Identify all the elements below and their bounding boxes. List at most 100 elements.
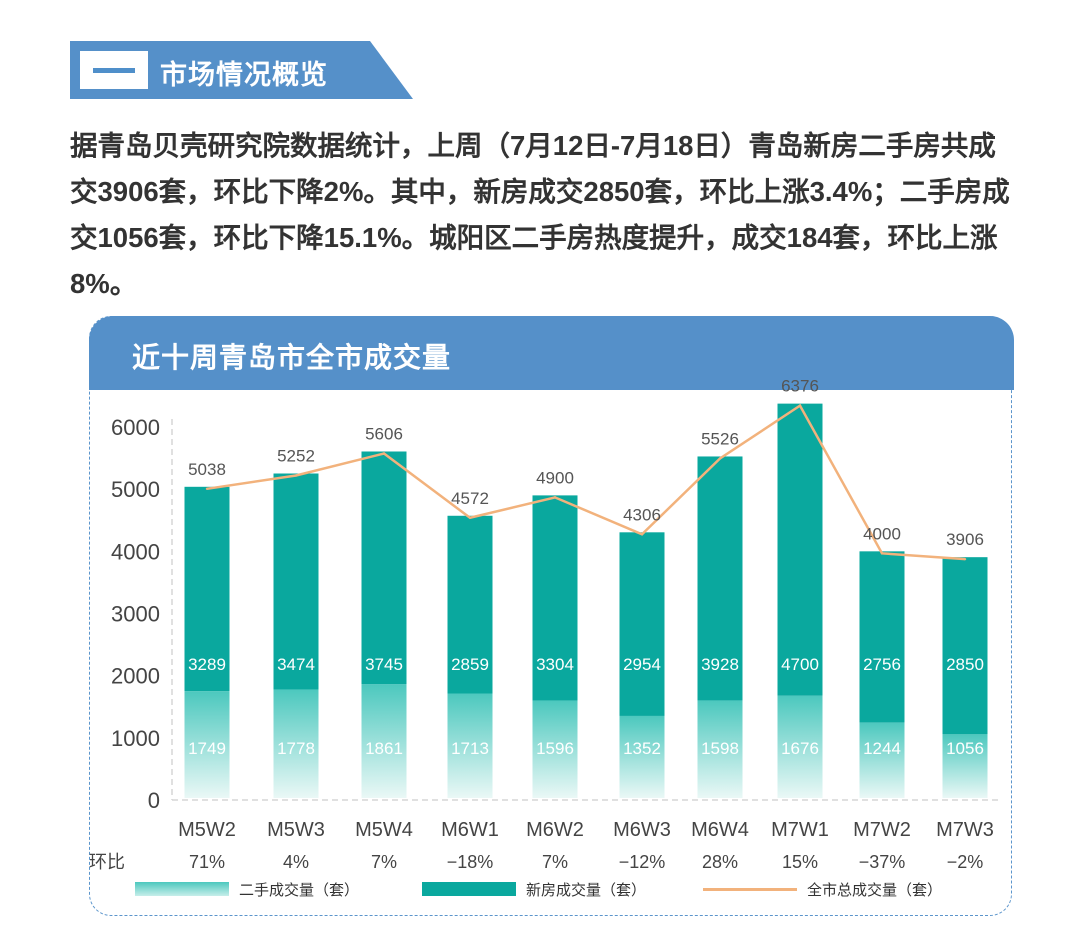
bar-new-house	[942, 557, 988, 735]
label-total: 4000	[863, 524, 901, 543]
label-total: 4306	[623, 505, 661, 524]
x-tick-label: M5W4	[355, 819, 413, 841]
line-total	[206, 403, 966, 561]
y-tick-label: 5000	[111, 477, 160, 502]
line-point-total	[718, 457, 722, 460]
mom-value: 15%	[782, 852, 818, 872]
y-tick-label: 3000	[111, 602, 160, 627]
label-new-house: 2850	[946, 655, 984, 674]
label-total: 5038	[188, 460, 226, 479]
label-new-house: 3928	[701, 655, 739, 674]
bar-second-hand	[942, 734, 988, 798]
line-point-total	[963, 557, 967, 561]
bar-second-hand	[361, 684, 407, 798]
mom-value: 4%	[283, 852, 309, 872]
bar-second-hand	[273, 689, 319, 798]
mom-value: 28%	[702, 852, 738, 872]
label-second-hand: 1244	[863, 739, 901, 758]
mom-value: 71%	[189, 852, 225, 872]
legend-item-total: 全市总成交量（套）	[703, 874, 942, 904]
section-banner-shape	[70, 41, 413, 99]
bar-second-hand	[532, 700, 578, 798]
label-new-house: 2756	[863, 655, 901, 674]
legend-item-new-house: 新房成交量（套）	[422, 874, 646, 904]
chart-legend: 二手成交量（套） 新房成交量（套） 全市总成交量（套）	[0, 874, 1080, 904]
label-second-hand: 1778	[277, 739, 315, 758]
legend-swatch-new-house	[422, 882, 516, 896]
bar-second-hand	[859, 722, 905, 798]
line-point-total	[468, 516, 472, 519]
legend-item-second-hand: 二手成交量（套）	[135, 874, 359, 904]
label-new-house: 3304	[536, 655, 574, 674]
y-tick-label: 2000	[111, 664, 160, 689]
x-tick-label: M6W1	[441, 819, 499, 841]
label-total: 4900	[536, 468, 574, 487]
label-total: 4572	[451, 489, 489, 508]
bar-new-house	[859, 551, 905, 723]
section-title: 市场情况概览	[160, 60, 328, 90]
label-second-hand: 1861	[365, 739, 403, 758]
mom-row-label: 环比	[89, 852, 125, 872]
x-tick-label: M6W2	[526, 819, 584, 841]
label-second-hand: 1713	[451, 739, 489, 758]
legend-label-second-hand: 二手成交量（套）	[239, 881, 360, 899]
mom-value: −18%	[447, 852, 494, 872]
line-point-total	[880, 552, 884, 555]
bar-second-hand	[619, 715, 665, 798]
legend-label-total: 全市总成交量（套）	[807, 881, 943, 899]
label-second-hand: 1596	[536, 739, 574, 758]
bar-new-house	[777, 403, 823, 696]
line-point-total	[294, 474, 298, 477]
label-total: 6376	[781, 377, 819, 396]
x-tick-label: M7W2	[853, 819, 911, 841]
chart-card-header: 近十周青岛市全市成交量	[89, 316, 1014, 390]
chart-card: 近十周青岛市全市成交量	[89, 316, 1014, 918]
label-second-hand: 1056	[946, 739, 984, 758]
bar-second-hand	[184, 691, 230, 798]
bar-second-hand	[447, 693, 493, 798]
y-tick-label: 6000	[111, 415, 160, 440]
section-header: 市场情况概览	[70, 41, 415, 99]
bar-new-house	[184, 486, 230, 692]
legend-swatch-total	[703, 887, 797, 891]
bar-new-house	[619, 532, 665, 716]
label-total: 5606	[365, 424, 403, 443]
label-new-house: 3745	[365, 655, 403, 674]
line-point-total	[205, 487, 209, 491]
x-tick-label: M5W2	[178, 819, 236, 841]
label-second-hand: 1598	[701, 739, 739, 758]
x-tick-label: M7W3	[936, 819, 994, 841]
label-second-hand: 1676	[781, 739, 819, 758]
bar-new-house	[447, 515, 493, 694]
mom-value: −12%	[619, 852, 666, 872]
mom-value: 7%	[542, 852, 568, 872]
line-point-total	[798, 404, 802, 407]
bar-second-hand	[697, 700, 743, 798]
section-number-badge	[80, 51, 148, 89]
y-tick-label: 1000	[111, 726, 160, 751]
x-tick-label: M6W3	[613, 819, 671, 841]
legend-label-new-house: 新房成交量（套）	[526, 881, 647, 899]
label-new-house: 3474	[277, 655, 315, 674]
label-new-house: 2954	[623, 655, 661, 674]
mom-value: 7%	[371, 852, 397, 872]
label-second-hand: 1352	[623, 739, 661, 758]
label-new-house: 2859	[451, 655, 489, 674]
legend-swatch-second-hand	[135, 882, 229, 896]
bar-second-hand	[777, 695, 823, 798]
line-point-total	[640, 533, 644, 536]
intro-paragraph: 据青岛贝壳研究院数据统计，上周（7月12日-7月18日）青岛新房二手房共成交39…	[70, 130, 1010, 299]
label-total: 5526	[701, 429, 739, 448]
line-point-total	[553, 496, 557, 499]
label-new-house: 4700	[781, 655, 819, 674]
bar-new-house	[273, 473, 319, 690]
label-total: 3906	[946, 530, 984, 549]
label-total: 5252	[277, 447, 315, 466]
line-point-total	[382, 452, 386, 455]
y-tick-label: 0	[148, 788, 160, 813]
bar-new-house	[361, 451, 407, 685]
x-tick-label: M5W3	[267, 819, 325, 841]
section-number-dash	[93, 67, 135, 73]
label-new-house: 3289	[188, 655, 226, 674]
